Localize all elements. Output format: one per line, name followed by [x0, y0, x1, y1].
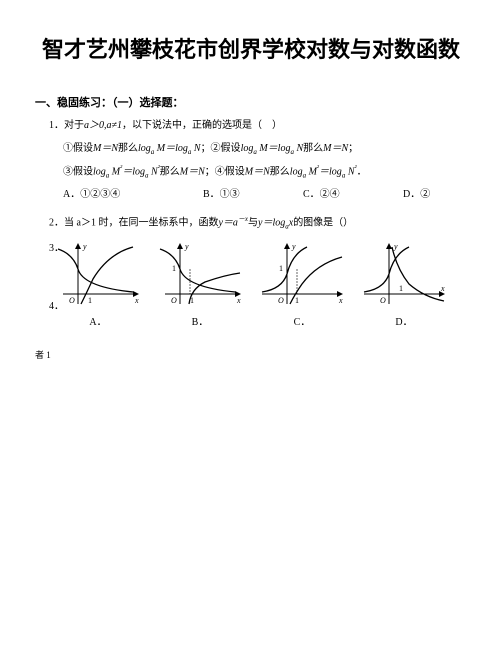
t: ； [348, 143, 358, 154]
svg-text:x: x [338, 296, 343, 305]
q1-items-line1: ①假设M＝N那么loga M＝loga N；②假设loga M＝loga N那么… [63, 140, 467, 159]
choice-b: B．①③ [203, 186, 303, 204]
graph-c: y x O 1 1 [257, 239, 347, 309]
t: ；④假设 [205, 167, 245, 178]
t: M＝N [93, 143, 118, 154]
svg-text:y: y [184, 242, 189, 251]
t: ③假设 [63, 167, 93, 178]
t: 那么 [303, 143, 323, 154]
t: －x [238, 215, 248, 223]
choice-c: C．②④ [303, 186, 403, 204]
t: y＝a [218, 217, 237, 228]
svg-text:x: x [236, 296, 241, 305]
t: M＝N [323, 143, 348, 154]
t: 的图像是（） [293, 217, 353, 228]
graphs-row: y x O 1 y x O 1 1 y x O 1 1 [35, 239, 467, 309]
t: 与 [248, 217, 258, 228]
choice-d: D．② [403, 186, 463, 204]
choice-a: A．①②③④ [63, 186, 203, 204]
q1-choices: A．①②③④ B．①③ C．②④ D．② [63, 186, 467, 204]
q1-pre: 对于 [64, 120, 84, 131]
q1-cond: a＞0,a≠1 [84, 120, 122, 131]
t: ． [357, 167, 367, 178]
graph-wrapper: 3． 4． y x O 1 y x O 1 1 [35, 239, 467, 328]
q1-items-line2: ③假设loga M²＝loga N²那么M＝N；④假设M＝N那么loga M²＝… [63, 162, 467, 182]
t: M＝N [180, 167, 205, 178]
svg-text:y: y [82, 242, 87, 251]
t: 当 a＞1 时，在同一坐标系中，函数 [64, 217, 218, 228]
svg-text:x: x [134, 296, 139, 305]
t: M＝N [245, 167, 270, 178]
t: M＝log [257, 143, 291, 154]
glabel-d: D． [359, 313, 449, 328]
graph-b: y x O 1 1 [155, 239, 245, 309]
page-title: 智才艺州攀枝花市创界学校对数与对数函数 [35, 30, 467, 70]
svg-text:y: y [393, 242, 398, 251]
svg-text:O: O [278, 296, 284, 305]
svg-text:1: 1 [88, 296, 92, 305]
svg-text:1: 1 [190, 296, 194, 305]
svg-text:1: 1 [295, 296, 299, 305]
graph-a: y x O 1 [53, 239, 143, 309]
t: log [241, 143, 254, 154]
svg-text:y: y [291, 242, 296, 251]
t: M＝log [154, 143, 188, 154]
svg-text:1: 1 [399, 284, 403, 293]
svg-text:1: 1 [172, 264, 176, 273]
svg-text:O: O [171, 296, 177, 305]
t: N [294, 143, 303, 154]
section-header: 一、稳固练习：（一）选择题： [35, 94, 467, 110]
q1-num: 1． [49, 120, 64, 131]
question-2: 2．当 a＞1 时，在同一坐标系中，函数y＝a－x与y＝logax的图像是（） [49, 214, 467, 233]
t: ①假设 [63, 143, 93, 154]
t: 那么 [270, 167, 290, 178]
question-1: 1．对于a＞0,a≠1，以下说法中，正确的选项是（ ） [49, 118, 467, 134]
svg-text:O: O [69, 296, 75, 305]
t: N [191, 143, 200, 154]
t: log [93, 167, 106, 178]
t: y＝log [258, 217, 285, 228]
glabel-b: B． [155, 313, 245, 328]
t: log [290, 167, 303, 178]
t: ；②假设 [201, 143, 241, 154]
graph-d: y x O 1 [359, 239, 449, 309]
t: 那么 [118, 143, 138, 154]
t: 2． [49, 217, 64, 228]
svg-text:1: 1 [279, 264, 283, 273]
svg-text:O: O [380, 296, 386, 305]
footer-text: 者 1 [35, 348, 467, 361]
svg-text:x: x [440, 284, 445, 293]
q4-num: 4． [49, 297, 64, 312]
glabel-c: C． [257, 313, 347, 328]
glabel-a: A． [53, 313, 143, 328]
q3-num: 3． [49, 239, 64, 254]
t: log [138, 143, 151, 154]
q1-post: ，以下说法中，正确的选项是（ ） [122, 120, 282, 131]
graph-labels: A． B． C． D． [35, 313, 467, 328]
t: 那么 [160, 167, 180, 178]
